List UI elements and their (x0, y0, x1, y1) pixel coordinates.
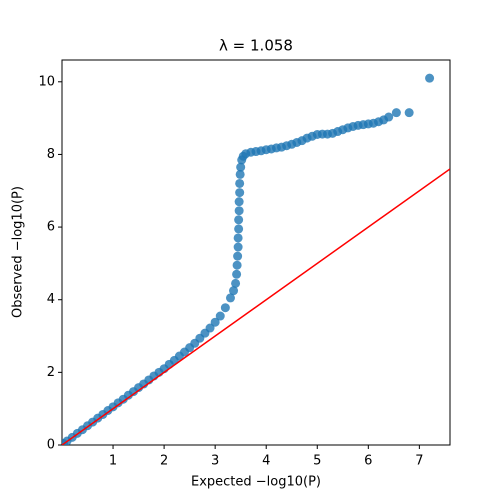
point (232, 269, 242, 279)
point (234, 215, 244, 225)
point (215, 311, 225, 321)
x-tick-label: 6 (364, 454, 372, 469)
x-axis-label: Expected −log10(P) (191, 475, 321, 490)
y-tick-label: 10 (38, 74, 55, 89)
point (384, 112, 394, 122)
identity-line (62, 168, 450, 445)
chart-title: λ = 1.058 (219, 37, 293, 55)
y-axis-label: Observed −log10(P) (11, 186, 26, 318)
point (231, 278, 241, 288)
point (233, 233, 243, 243)
point (205, 323, 215, 333)
point (236, 162, 246, 172)
x-tick-label: 1 (109, 454, 117, 469)
point (235, 188, 245, 198)
point (234, 206, 244, 216)
plot-area (61, 59, 451, 446)
y-tick-label: 2 (47, 365, 55, 380)
point (210, 317, 220, 327)
y-tick-label: 8 (47, 147, 55, 162)
y-tick-label: 6 (47, 220, 55, 235)
point (220, 303, 230, 313)
point (425, 73, 435, 83)
point (235, 169, 245, 179)
point (404, 108, 414, 118)
point (234, 197, 244, 207)
x-tick-label: 4 (262, 454, 270, 469)
x-tick-label: 3 (211, 454, 219, 469)
point (229, 286, 239, 296)
y-tick-label: 4 (47, 292, 55, 307)
x-tick-label: 5 (313, 454, 321, 469)
point (234, 224, 244, 234)
y-tick-label: 0 (47, 438, 55, 453)
point (225, 293, 235, 303)
point (235, 178, 245, 188)
point (233, 251, 243, 261)
points (62, 73, 435, 445)
point (391, 108, 401, 118)
x-tick-label: 7 (415, 454, 423, 469)
point (233, 242, 243, 252)
point (232, 260, 242, 270)
x-tick-label: 2 (160, 454, 168, 469)
